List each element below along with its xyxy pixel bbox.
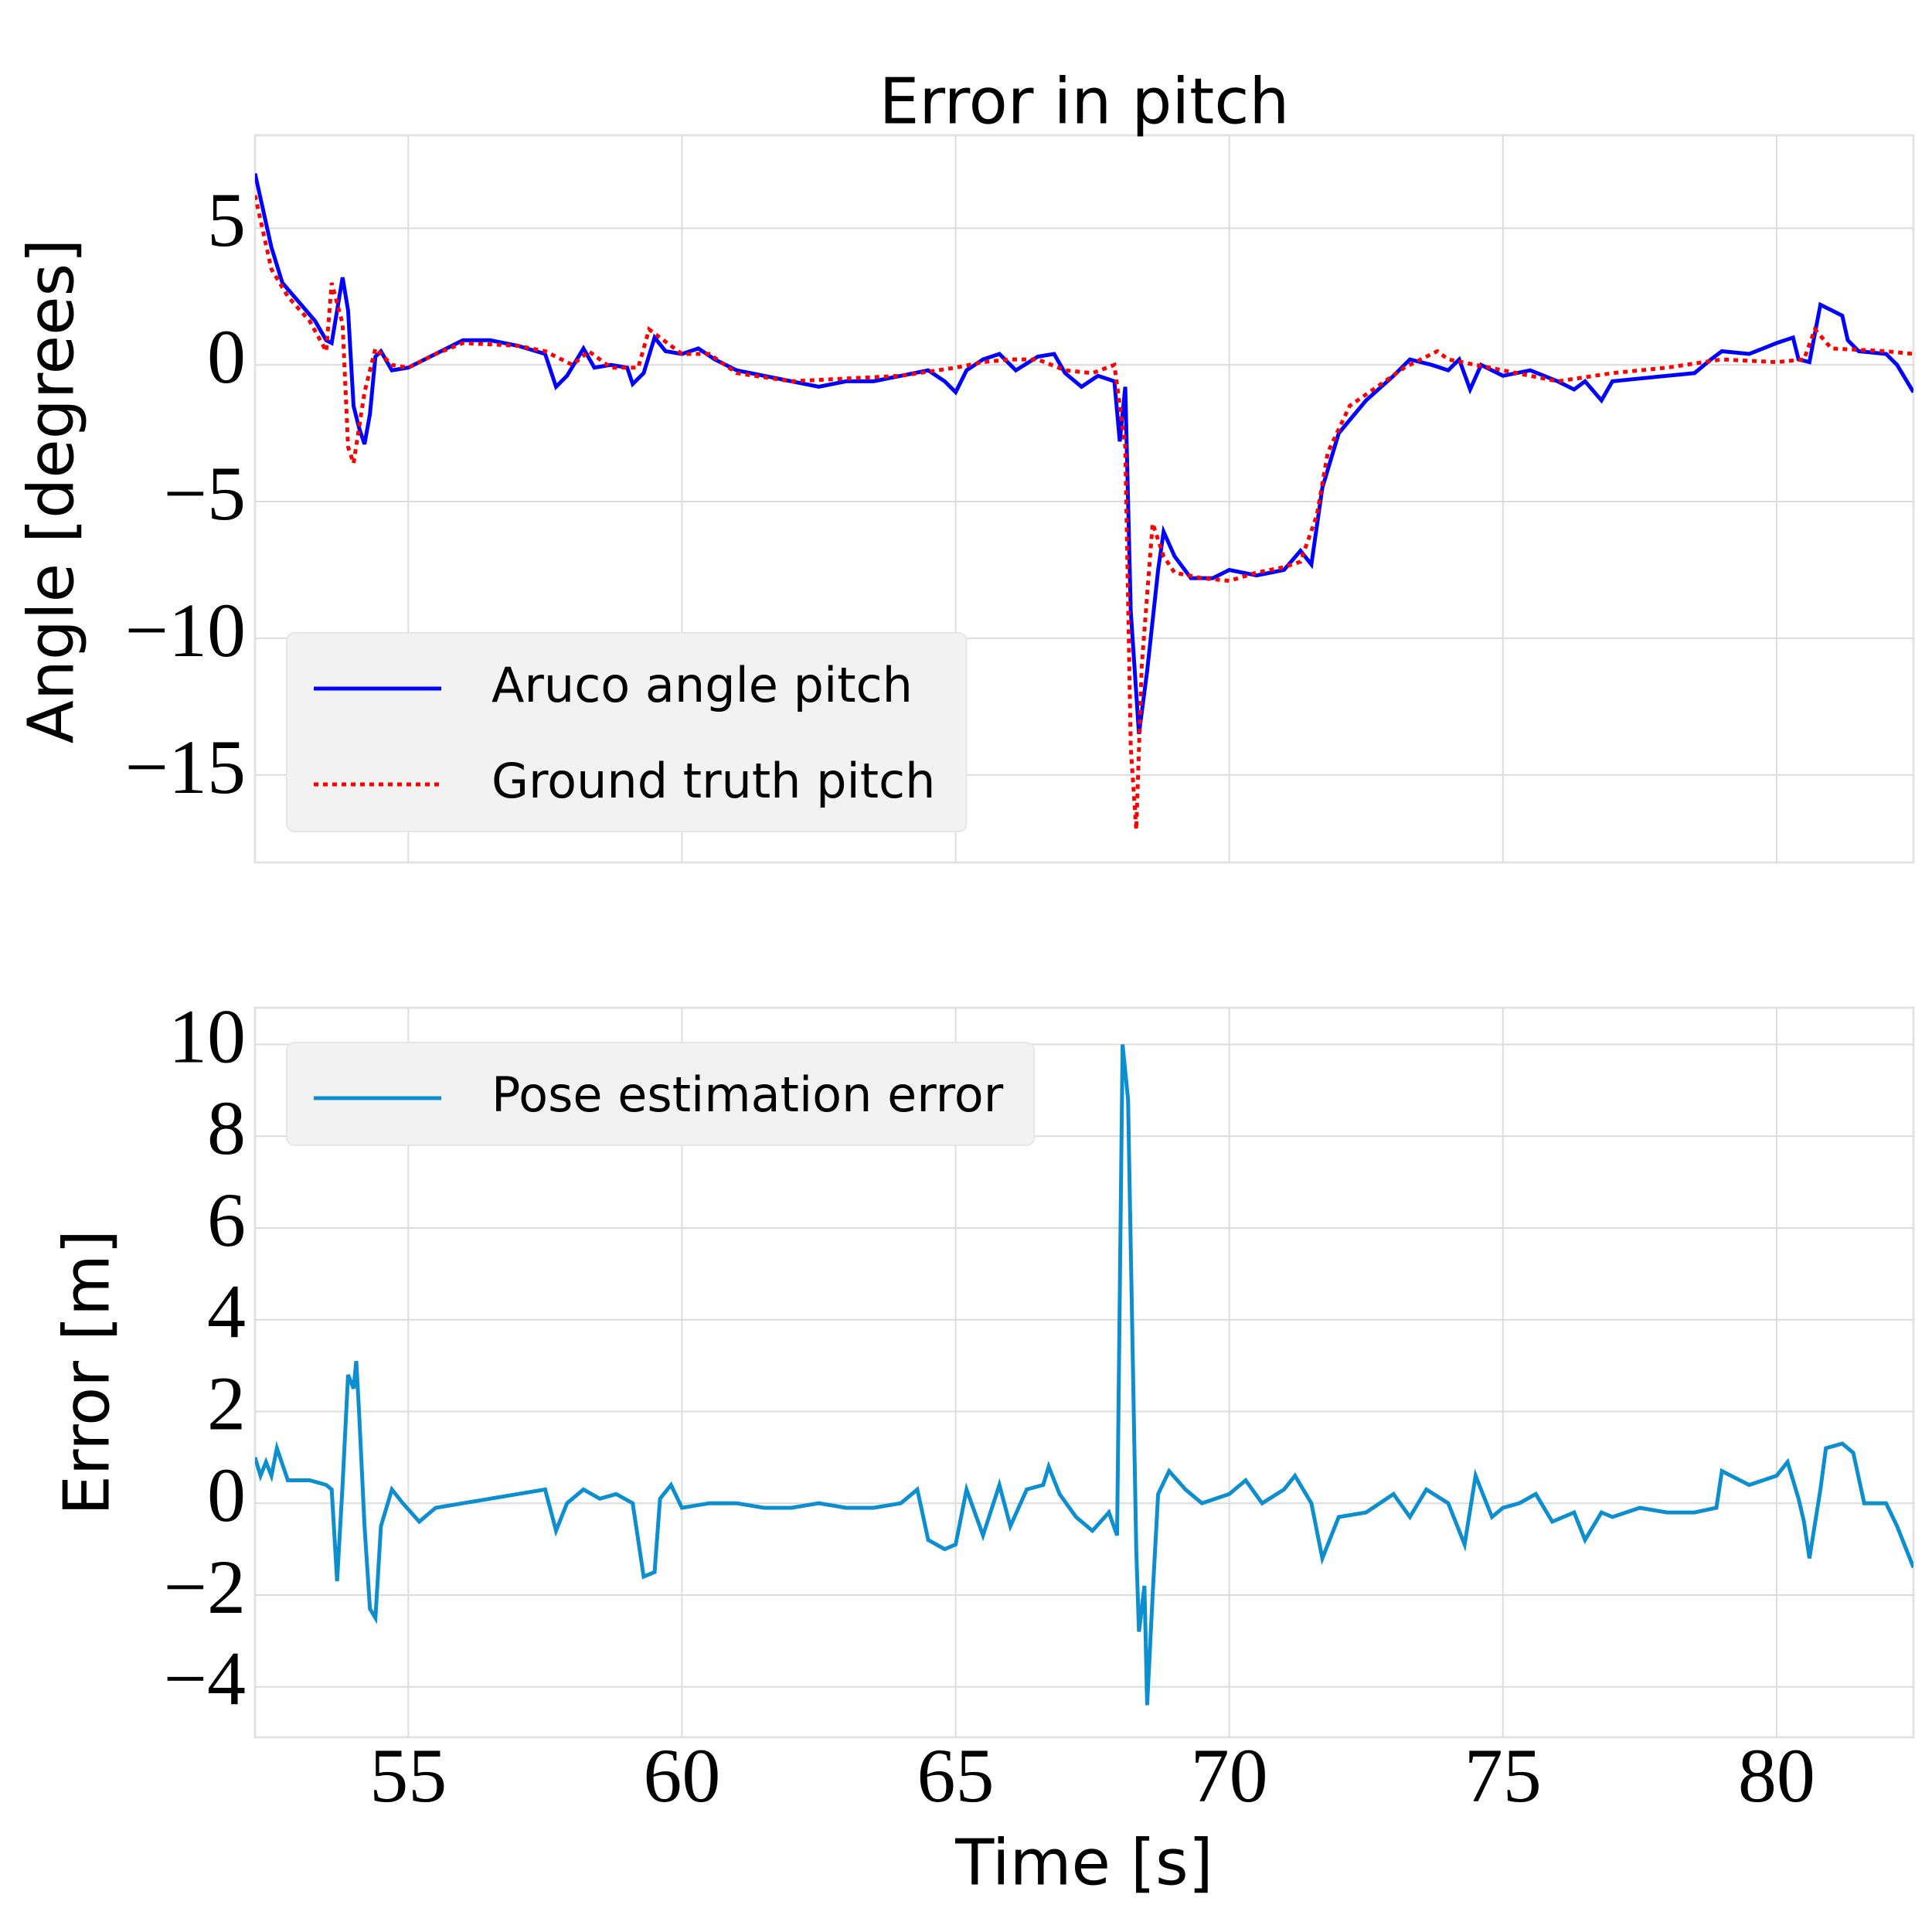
y-axis-label: Angle [degrees] [15,239,88,743]
y-tick-label: −2 [164,1544,246,1630]
data-line [255,1044,1913,1706]
x-axis-label: Time [s] [954,1826,1213,1900]
x-tick-label: 70 [1191,1733,1268,1818]
y-tick-label: 2 [207,1360,246,1446]
y-axis-label: Error [m] [50,1230,124,1515]
legend: Pose estimation error [286,1042,1036,1146]
x-tick-label: 75 [1464,1733,1542,1818]
chart-title: Error in pitch [879,65,1290,138]
legend-label: Pose estimation error [492,1066,1004,1123]
y-tick-label: 5 [207,177,246,263]
x-tick-label: 65 [917,1733,995,1818]
legend-box [286,632,968,832]
legend-box [286,1042,1036,1146]
y-tick-label: −15 [125,724,246,810]
legend-label: Aruco angle pitch [492,657,913,713]
y-tick-label: 0 [207,1452,246,1538]
y-tick-label: 4 [207,1269,246,1355]
legend: Aruco angle pitch Ground truth pitch [286,632,968,832]
y-tick-label: 6 [207,1177,246,1263]
y-tick-label: −4 [164,1636,246,1722]
x-tick-label: 60 [643,1733,720,1818]
y-tick-label: 0 [207,314,246,400]
x-tick-label: 55 [369,1733,447,1818]
y-tick-label: 10 [168,993,246,1079]
y-tick-label: −10 [125,587,246,673]
y-tick-label: −5 [164,451,246,536]
y-tick-label: 8 [207,1085,246,1171]
legend-label: Ground truth pitch [492,753,935,809]
x-tick-label: 80 [1738,1733,1815,1818]
data-line [255,195,1913,830]
